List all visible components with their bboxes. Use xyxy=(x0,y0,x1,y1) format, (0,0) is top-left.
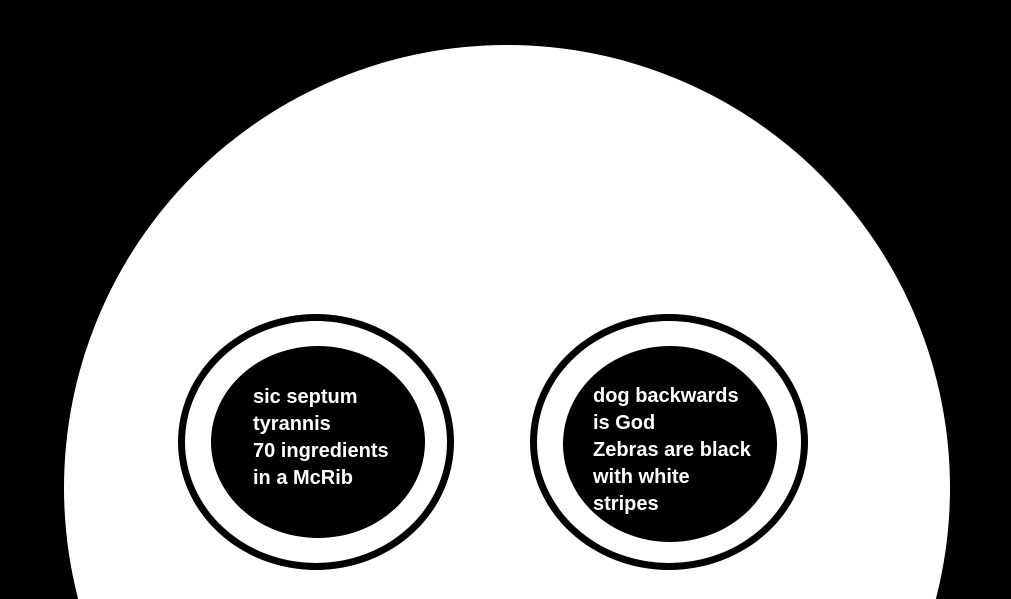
right-eye-line: with white xyxy=(593,466,690,488)
left-eye-line: sic septum xyxy=(253,386,358,408)
left-eye-text: sic septum tyrannis 70 ingredients in a … xyxy=(253,384,389,492)
right-eye-line: dog backwards xyxy=(593,385,739,407)
left-eye-line: in a McRib xyxy=(253,467,354,489)
left-eye-pupil xyxy=(211,346,425,538)
right-eye-text: dog backwards is God Zebras are black wi… xyxy=(593,383,751,518)
right-eye-line: Zebras are black xyxy=(593,439,751,461)
face-circle xyxy=(64,45,950,599)
left-eye-line: 70 ingredients xyxy=(253,440,389,462)
right-eye-pupil xyxy=(563,346,777,542)
left-eye-line: tyrannis xyxy=(253,413,331,435)
right-eye-line: is God xyxy=(593,412,656,434)
right-eye-line: stripes xyxy=(593,493,659,515)
